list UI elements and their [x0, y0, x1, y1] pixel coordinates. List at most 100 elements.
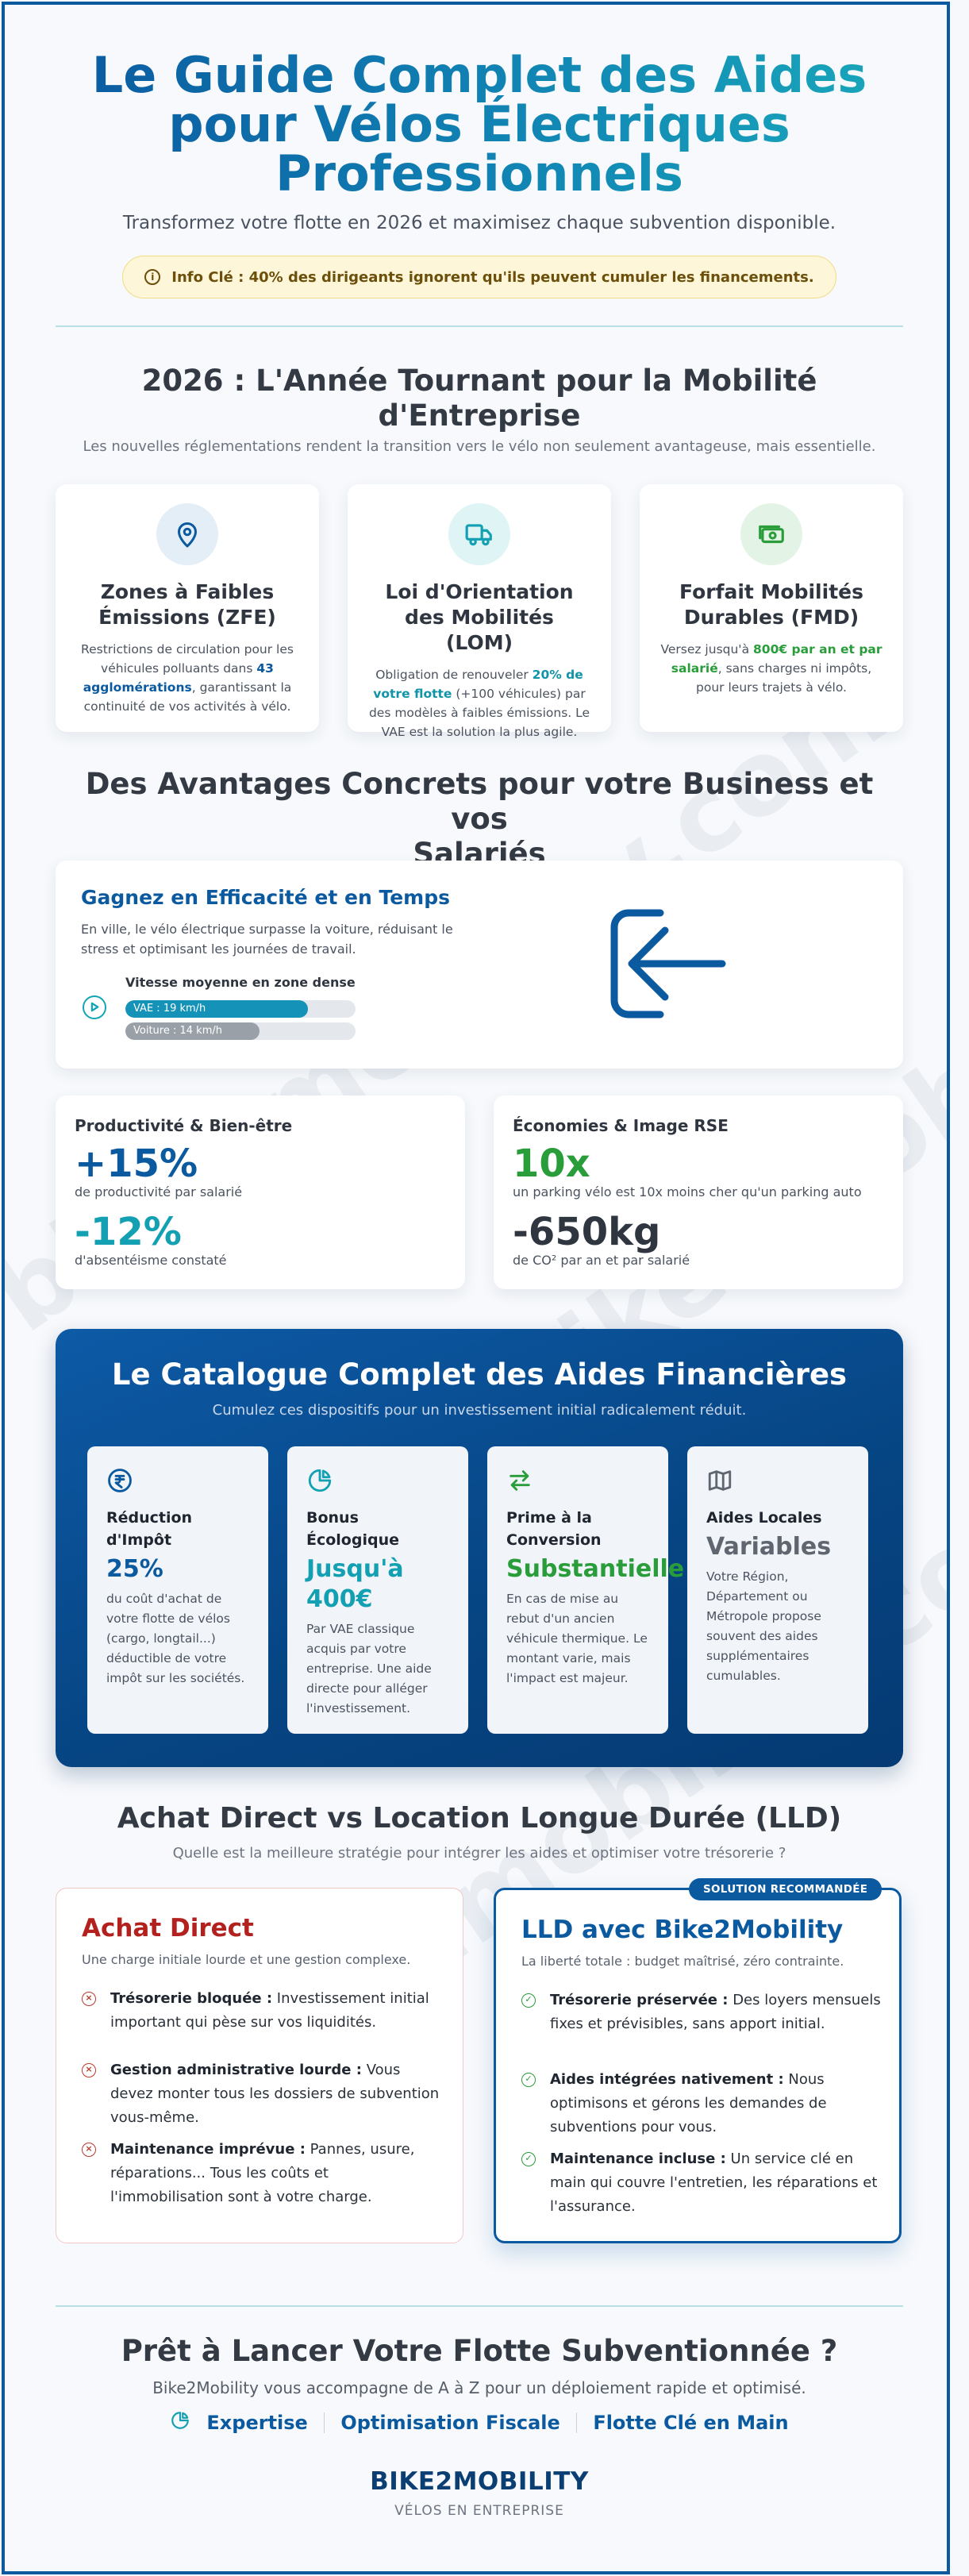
pie-chart-icon — [170, 2410, 190, 2435]
brand-tagline: VÉLOS EN ENTREPRISE — [394, 2503, 564, 2519]
lld-item: ✓ Maintenance incluse : Un service clé e… — [521, 2147, 883, 2219]
aid-title: Aides Locales — [706, 1509, 822, 1527]
co2-stat-desc: de CO² par an et par salarié — [513, 1253, 690, 1268]
aid-card-tax: Réduction d'Impôt 25% du coût d'achat de … — [87, 1446, 268, 1734]
aid-title: Réduction d'Impôt — [106, 1509, 193, 1549]
brand-logo: BIKE2MOBILITY — [370, 2467, 589, 2496]
check-circle-icon: ✓ — [521, 2152, 536, 2166]
feature-turnkey: Flotte Clé en Main — [593, 2412, 789, 2434]
direct-title: Achat Direct — [82, 1914, 254, 1943]
page-title: Le Guide Complet des Aides pour Vélos Él… — [56, 51, 903, 198]
page-frame: bike2mobility.com bike2mobility.com bike… — [2, 2, 950, 2574]
check-circle-icon: ✓ — [521, 2073, 536, 2087]
aid-text: Votre Région, Département ou Métropole p… — [706, 1569, 821, 1683]
aid-value: Jusqu'à 400€ — [306, 1555, 404, 1613]
lld-subtitle: La liberté totale : budget maîtrisé, zér… — [521, 1954, 844, 1969]
bar-vae: VAE : 19 km/h — [125, 1000, 308, 1018]
aid-value: Substantielle — [506, 1555, 685, 1583]
card-title: Forfait Mobilités Durables (FMD) — [679, 580, 863, 629]
absenteeism-stat: -12% — [75, 1210, 182, 1254]
pie-chart-icon — [306, 1467, 333, 1494]
absenteeism-stat-desc: d'absentéisme constaté — [75, 1253, 227, 1268]
feature-tax: Optimisation Fiscale — [340, 2412, 560, 2434]
swap-arrows-icon — [506, 1467, 533, 1494]
aid-title: Bonus Écologique — [306, 1509, 399, 1549]
productivity-stat-desc: de productivité par salarié — [75, 1184, 243, 1199]
play-icon — [83, 995, 106, 1019]
card-fmd: Forfait Mobilités Durables (FMD) Versez j… — [640, 484, 903, 732]
co2-stat: -650kg — [513, 1210, 661, 1254]
catalog-subtitle: Cumulez ces dispositifs pour un investis… — [212, 1402, 747, 1419]
lld-item: ✓ Trésorerie préservée : Des loyers mens… — [521, 1989, 883, 2036]
card-text: Restrictions de circulation pour les véh… — [81, 642, 294, 714]
cta-subtitle: Bike2Mobility vous accompagne de A à Z p… — [152, 2378, 806, 2397]
divider — [56, 325, 903, 327]
x-circle-icon: × — [82, 1992, 96, 2006]
card-zfe: Zones à Faibles Émissions (ZFE) Restricti… — [56, 484, 319, 732]
savings-card: Économies & Image RSE 10x un parking vél… — [494, 1095, 903, 1289]
parking-stat-desc: un parking vélo est 10x moins cher qu'un… — [513, 1184, 862, 1199]
card-title: Zones à Faibles Émissions (ZFE) — [98, 580, 276, 629]
lld-title: LLD avec Bike2Mobility — [521, 1916, 844, 1944]
direct-item: × Trésorerie bloquée : Investissement in… — [82, 1987, 444, 2035]
aid-value: 25% — [106, 1555, 163, 1583]
card-text: Versez jusqu'à 800€ par an et par salari… — [660, 642, 882, 695]
arrow-left-icon — [603, 905, 730, 1027]
productivity-stat: +15% — [75, 1142, 198, 1186]
cta-title: Prêt à Lancer Votre Flotte Subventionnée… — [121, 2334, 838, 2368]
catalog-title: Le Catalogue Complet des Aides Financièr… — [111, 1357, 848, 1392]
direct-purchase-card: Achat Direct Une charge initiale lourde … — [56, 1888, 463, 2243]
x-circle-icon: × — [82, 2143, 96, 2157]
efficiency-title: Gagnez en Efficacité et en Temps — [81, 886, 450, 909]
truck-icon — [448, 503, 510, 565]
productivity-title: Productivité & Bien-être — [75, 1116, 293, 1135]
x-circle-icon: × — [82, 2063, 96, 2077]
aid-title: Prime à la Conversion — [506, 1509, 602, 1549]
divider — [56, 2305, 903, 2307]
direct-item: × Gestion administrative lourde : Vous d… — [82, 2058, 444, 2130]
aid-card-conversion: Prime à la Conversion Substantielle En ca… — [487, 1446, 685, 1734]
bar-track-vae: VAE : 19 km/h — [125, 1000, 356, 1018]
lld-item: ✓ Aides intégrées nativement : Nous opti… — [521, 2068, 883, 2139]
lld-card: LLD avec Bike2Mobility La liberté totale… — [494, 1888, 902, 2243]
separator — [575, 2412, 578, 2433]
info-banner: i Info Clé : 40% des dirigeants ignorent… — [122, 256, 836, 298]
card-lom: Loi d'Orientation des Mobilités (LOM) Obl… — [348, 484, 611, 739]
efficiency-card: Gagnez en Efficacité et en Temps En vill… — [56, 861, 903, 1069]
map-pin-icon — [156, 503, 218, 565]
efficiency-text: En ville, le vélo électrique surpasse la… — [81, 922, 453, 957]
aid-card-bonus: Bonus Écologique Jusqu'à 400€ Par VAE clas… — [287, 1446, 468, 1734]
parking-stat: 10x — [513, 1142, 590, 1186]
direct-item: × Maintenance imprévue : Pannes, usure, … — [82, 2138, 444, 2209]
card-text: Obligation de renouveler 20% de votre fl… — [368, 668, 590, 739]
map-icon — [706, 1467, 733, 1494]
bar-track-car: Voiture : 14 km/h — [125, 1022, 356, 1040]
feature-row: Expertise Optimisation Fiscale Flotte Cl… — [56, 2410, 903, 2435]
comparison-subtitle: Quelle est la meilleure stratégie pour i… — [172, 1845, 786, 1862]
rupee-coin-icon — [106, 1467, 133, 1494]
section-subtitle-2026: Les nouvelles réglementations rendent la… — [83, 438, 876, 455]
comparison-title: Achat Direct vs Location Longue Durée (L… — [117, 1802, 842, 1835]
recommended-badge: SOLUTION RECOMMANDÉE — [689, 1878, 882, 1900]
aid-text: Par VAE classique acquis par votre entre… — [306, 1622, 432, 1715]
aid-text: du coût d'achat de votre flotte de vélos… — [106, 1592, 245, 1685]
section-title-advantages: Des Avantages Concrets pour votre Busine… — [85, 767, 874, 871]
check-circle-icon: ✓ — [521, 1993, 536, 2008]
section-title-2026: 2026 : L'Année Tournant pour la Mobilité… — [141, 364, 817, 433]
speed-label: Vitesse moyenne en zone dense — [125, 975, 356, 990]
direct-subtitle: Une charge initiale lourde et une gestio… — [82, 1952, 411, 1967]
card-title: Loi d'Orientation des Mobilités (LOM) — [385, 580, 574, 654]
banknote-icon — [740, 503, 802, 565]
separator — [323, 2412, 325, 2433]
catalog-panel: Le Catalogue Complet des Aides Financièr… — [56, 1329, 903, 1767]
aid-value: Variables — [706, 1533, 832, 1561]
productivity-card: Productivité & Bien-être +15% de product… — [56, 1095, 465, 1289]
info-text: Info Clé : 40% des dirigeants ignorent q… — [171, 268, 814, 286]
info-icon: i — [144, 269, 161, 285]
page-subtitle: Transformez votre flotte en 2026 et maxi… — [122, 213, 836, 233]
savings-title: Économies & Image RSE — [513, 1116, 729, 1135]
aid-card-local: Aides Locales Variables Votre Région, Dé… — [687, 1446, 868, 1734]
feature-expertise: Expertise — [206, 2412, 308, 2434]
bar-car: Voiture : 14 km/h — [125, 1022, 260, 1040]
aid-text: En cas de mise au rebut d'un ancien véhi… — [506, 1592, 648, 1685]
